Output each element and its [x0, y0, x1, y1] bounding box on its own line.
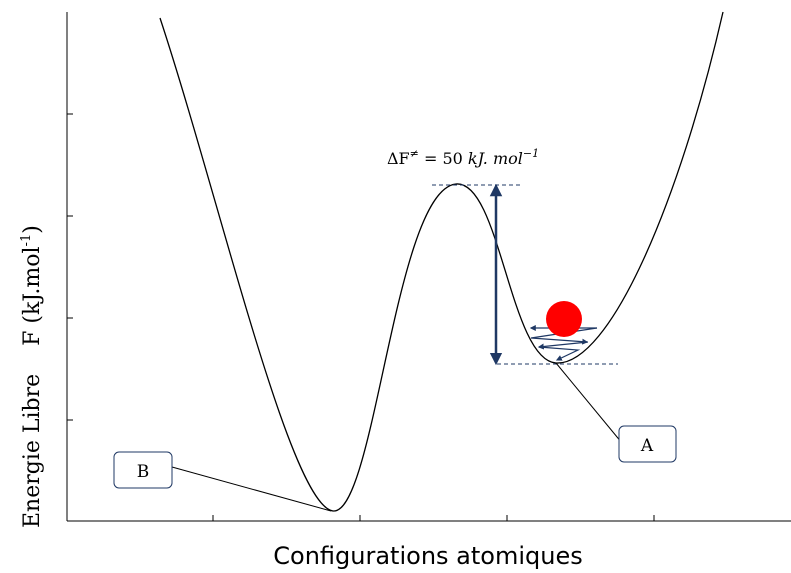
barrier-energy-label: ΔF≠ = 50 kJ. mol−1: [387, 147, 539, 168]
x-axis-label: Configurations atomiques: [273, 542, 582, 570]
free-energy-curve: [159, 11, 724, 512]
x-axis-ticks: [212, 515, 655, 521]
callout-a-leader: [555, 362, 623, 444]
callout-b-leader: [171, 466, 332, 512]
callout-b-label: B: [137, 462, 150, 482]
y-axis-label: Energie Libre F (kJ.mol-1): [19, 225, 45, 528]
particle-ball: [546, 301, 582, 337]
callout-b-box: [113, 451, 173, 489]
callout-a-box: [618, 425, 677, 463]
callout-a-label: A: [640, 436, 654, 456]
y-axis-ticks: [67, 113, 73, 421]
